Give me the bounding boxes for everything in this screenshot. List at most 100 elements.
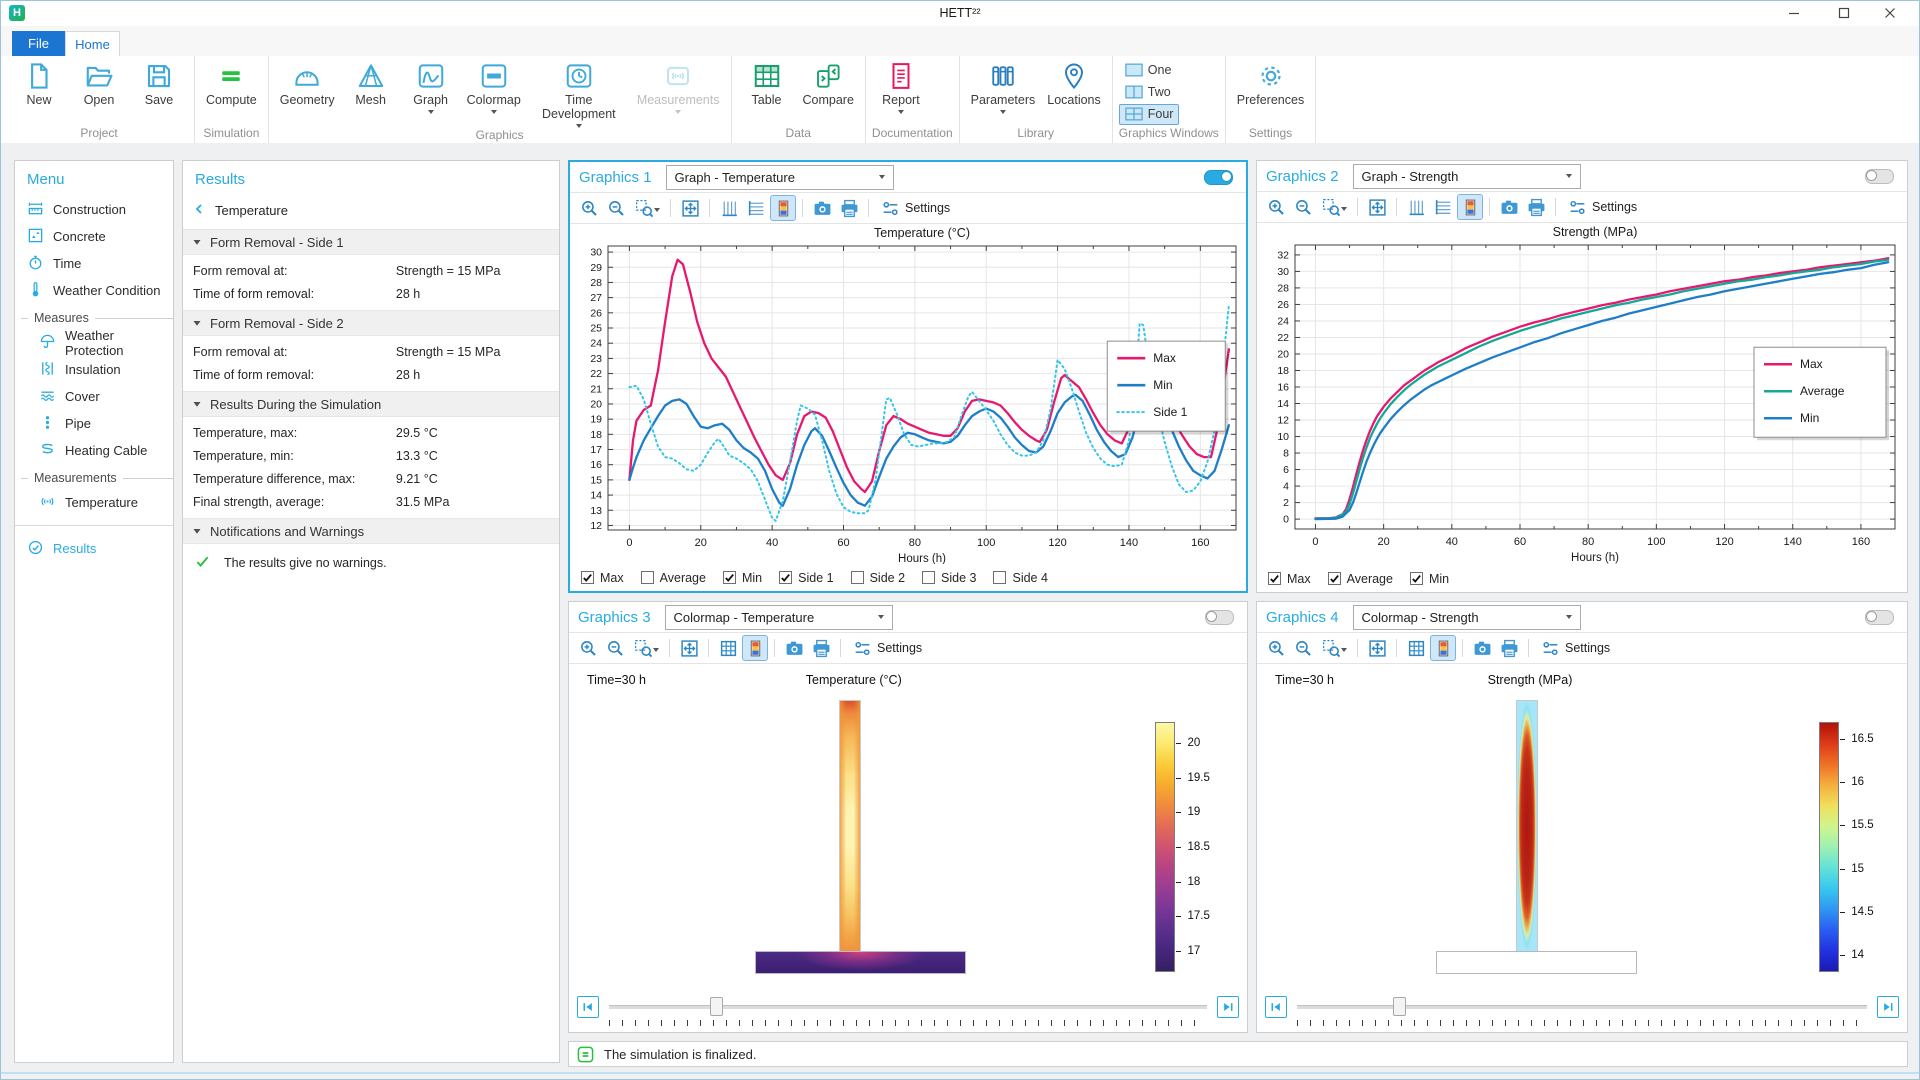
zoom-in-button[interactable] [1264, 195, 1288, 219]
ribbon-button-mesh[interactable]: Mesh [342, 58, 400, 107]
grid-h-button[interactable] [1431, 195, 1455, 219]
settings-button[interactable]: Settings [848, 636, 927, 660]
checkbox-box[interactable] [1327, 572, 1341, 585]
ribbon-button-compute[interactable]: Compute [201, 58, 262, 107]
sidebar-item-cover[interactable]: Cover [15, 383, 173, 410]
sidebar-item-results[interactable]: Results [15, 535, 173, 562]
sidebar-item-pipe[interactable]: Pipe [15, 410, 173, 437]
checkbox-box[interactable] [850, 571, 864, 584]
checkbox-box[interactable] [640, 571, 654, 584]
settings-button[interactable]: Settings [1563, 195, 1642, 219]
ribbon-button-four[interactable]: Four [1118, 103, 1180, 125]
checkbox-side-4[interactable]: Side 4 [993, 571, 1048, 585]
colorbar-button[interactable] [742, 635, 768, 661]
graphics-plot-area[interactable]: Time=30 h Temperature (°C) 17 17.5 18 18.5 19 1… [569, 664, 1247, 992]
sidebar-item-weather-protection[interactable]: Weather Protection [15, 328, 173, 358]
panel-active-toggle[interactable] [1205, 609, 1234, 625]
checkbox-max[interactable]: Max [1268, 572, 1311, 586]
zoom-out-button[interactable] [1291, 195, 1315, 219]
colorbar-button[interactable] [770, 195, 796, 221]
zoom-box-button[interactable] [631, 196, 663, 220]
colorbar-button[interactable] [1430, 635, 1456, 661]
camera-button[interactable] [782, 636, 806, 660]
ribbon-button-colormap[interactable]: Colormap [462, 58, 526, 114]
checkbox-box[interactable] [722, 571, 736, 584]
results-section-header-form-removal-side-1[interactable]: Form Removal - Side 1 [183, 229, 559, 255]
step-forward-button[interactable] [1217, 996, 1239, 1018]
grid-v-button[interactable] [717, 196, 741, 220]
fit-button[interactable] [1365, 636, 1389, 660]
settings-button[interactable]: Settings [876, 196, 955, 220]
plot-selector-dropdown[interactable]: Colormap - Strength [1352, 604, 1581, 630]
camera-button[interactable] [1497, 195, 1521, 219]
ribbon-button-preferences[interactable]: Preferences [1232, 58, 1309, 107]
zoom-box-button[interactable] [630, 636, 662, 660]
fit-button[interactable] [677, 636, 701, 660]
tab-home[interactable]: Home [65, 31, 120, 56]
checkbox-side-1[interactable]: Side 1 [779, 571, 834, 585]
close-button[interactable] [1870, 0, 1910, 26]
sidebar-item-insulation[interactable]: Insulation [15, 356, 173, 383]
time-slider-thumb[interactable] [709, 997, 723, 1016]
ribbon-button-save[interactable]: Save [130, 58, 188, 107]
checkbox-box[interactable] [1409, 572, 1423, 585]
checkbox-box[interactable] [779, 571, 793, 584]
graphics-plot-area[interactable]: Temperature (°C) 0 20 40 60 80 100 120 140 160 12 1… [570, 224, 1246, 564]
time-slider-thumb[interactable] [1392, 997, 1406, 1016]
step-forward-button[interactable] [1877, 996, 1899, 1018]
temperature-c-chart[interactable]: Temperature (°C) 0 20 40 60 80 100 120 140 160 12 1… [570, 224, 1246, 564]
sidebar-item-concrete[interactable]: Concrete [15, 223, 173, 250]
checkbox-box[interactable] [993, 571, 1007, 584]
panel-active-toggle[interactable] [1865, 609, 1894, 625]
grid-h-button[interactable] [744, 196, 768, 220]
results-section-header-form-removal-side-2[interactable]: Form Removal - Side 2 [183, 310, 559, 336]
ribbon-button-report[interactable]: Report [872, 58, 930, 114]
grid-v-button[interactable] [1404, 195, 1428, 219]
settings-button[interactable]: Settings [1536, 636, 1615, 660]
sidebar-item-weather-condition[interactable]: Weather Condition [15, 277, 173, 304]
plot-selector-dropdown[interactable]: Graph - Strength [1352, 163, 1581, 189]
fit-button[interactable] [678, 196, 702, 220]
panel-active-toggle[interactable] [1865, 168, 1894, 184]
ribbon-button-parameters[interactable]: Parameters [966, 58, 1041, 114]
time-slider-track[interactable] [609, 996, 1207, 1026]
sidebar-item-heating-cable[interactable]: Heating Cable [15, 437, 173, 464]
ribbon-button-open[interactable]: Open [70, 58, 128, 107]
checkbox-box[interactable] [581, 571, 594, 584]
step-back-button[interactable] [1265, 996, 1287, 1018]
ribbon-button-graph[interactable]: Graph [402, 58, 460, 114]
zoom-in-button[interactable] [1264, 636, 1288, 660]
ribbon-button-new[interactable]: New [10, 58, 68, 107]
print-button[interactable] [1524, 195, 1548, 219]
ribbon-button-locations[interactable]: Locations [1042, 58, 1106, 107]
zoom-in-button[interactable] [577, 196, 601, 220]
print-button[interactable] [837, 196, 861, 220]
panel-active-toggle[interactable] [1204, 169, 1233, 185]
checkbox-average[interactable]: Average [1327, 572, 1393, 586]
camera-button[interactable] [1470, 636, 1494, 660]
checkbox-min[interactable]: Min [722, 571, 762, 585]
maximize-button[interactable] [1824, 0, 1864, 26]
fit-button[interactable] [1365, 195, 1389, 219]
grid-button[interactable] [716, 636, 740, 660]
sidebar-item-time[interactable]: Time [15, 250, 173, 277]
camera-button[interactable] [810, 196, 834, 220]
zoom-out-button[interactable] [1291, 636, 1315, 660]
results-back-row[interactable]: Temperature [183, 196, 559, 224]
step-back-button[interactable] [577, 996, 599, 1018]
ribbon-button-time-development[interactable]: Time Development [528, 58, 630, 128]
ribbon-button-table[interactable]: Table [738, 58, 796, 107]
zoom-out-button[interactable] [604, 196, 628, 220]
checkbox-max[interactable]: Max [581, 571, 624, 585]
checkbox-box[interactable] [922, 571, 936, 584]
plot-selector-dropdown[interactable]: Colormap - Temperature [664, 604, 893, 630]
results-section-header-results-during-the-simulation[interactable]: Results During the Simulation [183, 391, 559, 417]
zoom-box-button[interactable] [1318, 195, 1350, 219]
print-button[interactable] [1497, 636, 1521, 660]
checkbox-side-3[interactable]: Side 3 [922, 571, 976, 585]
checkbox-box[interactable] [1268, 572, 1281, 585]
ribbon-button-compare[interactable]: Compare [798, 58, 859, 107]
ribbon-button-geometry[interactable]: Geometry [275, 58, 340, 107]
checkbox-side-2[interactable]: Side 2 [850, 571, 905, 585]
ribbon-button-two[interactable]: Two [1119, 82, 1177, 103]
